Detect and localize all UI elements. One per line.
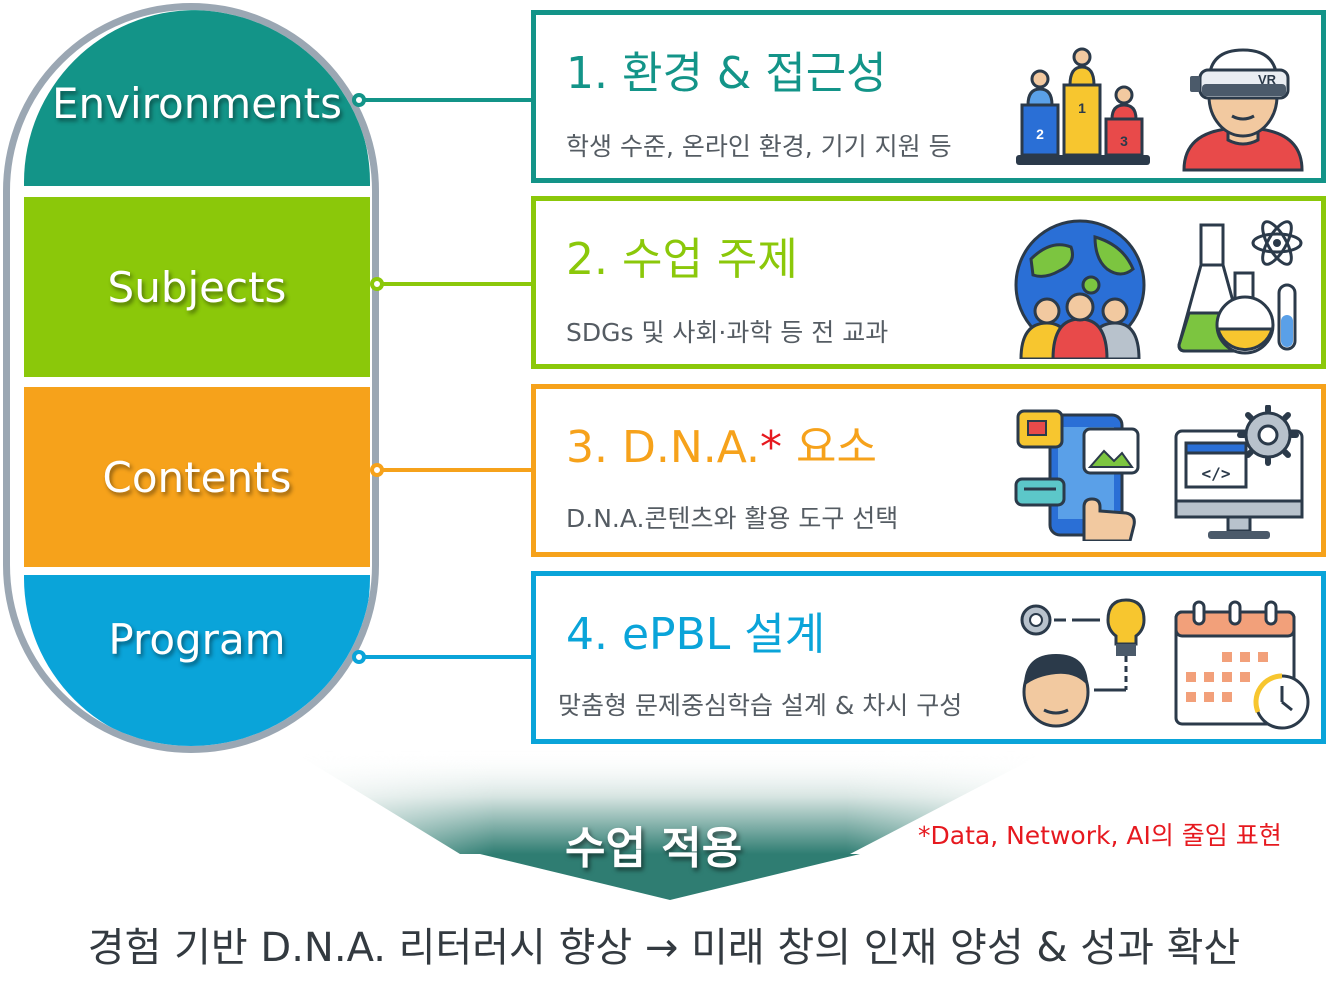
computer-code-icon: </> bbox=[1174, 405, 1304, 539]
science-flask-icon bbox=[1177, 220, 1303, 355]
card-program: 4. ePBL 설계 맞춤형 문제중심학습 설계 & 차시 구성 bbox=[531, 571, 1326, 744]
mobile-content-icon bbox=[1014, 409, 1140, 541]
connector-dot-2 bbox=[370, 277, 384, 291]
vr-headset-icon: VR bbox=[1182, 48, 1304, 172]
calendar-clock-icon bbox=[1174, 600, 1310, 730]
globe-people-icon bbox=[1014, 219, 1146, 359]
card-4-subtitle: 맞춤형 문제중심학습 설계 & 차시 구성 bbox=[558, 691, 963, 720]
connector-line-1 bbox=[360, 98, 532, 102]
podium-icon: 2 1 3 bbox=[1016, 47, 1150, 165]
bottom-summary: 경험 기반 D.N.A. 리터러시 향상 → 미래 창의 인재 양성 & 성과 … bbox=[87, 925, 1241, 971]
footnote: *Data, Network, AI의 줄임 표현 bbox=[918, 821, 1282, 850]
card-contents: 3. D.N.A.* 요소 D.N.A.콘텐츠와 활용 도구 선택 </> bbox=[531, 384, 1326, 557]
svg-text:2: 2 bbox=[1036, 126, 1044, 142]
card-environments: 1. 환경 & 접근성 학생 수준, 온라인 환경, 기기 지원 등 2 1 3… bbox=[531, 10, 1326, 183]
card-2-subtitle: SDGs 및 사회·과학 등 전 교과 bbox=[566, 318, 889, 347]
segment-environments-label: Environments bbox=[51, 79, 343, 128]
connector-line-3 bbox=[378, 468, 532, 472]
category-capsule: Environments Subjects Contents Program bbox=[3, 3, 379, 753]
card-3-title-star: * bbox=[760, 422, 783, 473]
card-1-subtitle: 학생 수준, 온라인 환경, 기기 지원 등 bbox=[566, 132, 952, 161]
card-subjects: 2. 수업 주제 SDGs 및 사회·과학 등 전 교과 bbox=[531, 196, 1326, 369]
segment-contents: Contents bbox=[24, 387, 370, 567]
card-3-subtitle: D.N.A.콘텐츠와 활용 도구 선택 bbox=[566, 504, 899, 533]
card-4-title: 4. ePBL 설계 bbox=[566, 609, 826, 660]
segment-subjects-label: Subjects bbox=[107, 262, 287, 312]
card-3-title-main: 3. D.N.A. bbox=[566, 422, 761, 473]
svg-text:VR: VR bbox=[1258, 72, 1277, 87]
svg-text:1: 1 bbox=[1078, 100, 1086, 116]
card-3-title: 3. D.N.A.* 요소 bbox=[566, 411, 877, 475]
connector-dot-3 bbox=[370, 463, 384, 477]
svg-text:3: 3 bbox=[1120, 133, 1128, 149]
segment-contents-label: Contents bbox=[102, 452, 292, 502]
downward-arrow bbox=[290, 750, 1050, 900]
segment-program: Program bbox=[24, 575, 370, 746]
segment-subjects: Subjects bbox=[24, 197, 370, 377]
connector-dot-1 bbox=[352, 93, 366, 107]
card-1-title: 1. 환경 & 접근성 bbox=[566, 48, 887, 99]
card-2-title: 2. 수업 주제 bbox=[566, 234, 798, 285]
svg-text:</>: </> bbox=[1202, 464, 1231, 483]
segment-program-label: Program bbox=[108, 614, 286, 664]
thinking-person-icon bbox=[1020, 598, 1146, 728]
segment-environments: Environments bbox=[24, 10, 370, 186]
card-3-title-tail: 요소 bbox=[782, 422, 877, 473]
connector-dot-4 bbox=[352, 650, 366, 664]
connector-line-4 bbox=[360, 655, 532, 659]
connector-line-2 bbox=[378, 282, 532, 286]
arrow-label: 수업 적용 bbox=[565, 823, 743, 874]
